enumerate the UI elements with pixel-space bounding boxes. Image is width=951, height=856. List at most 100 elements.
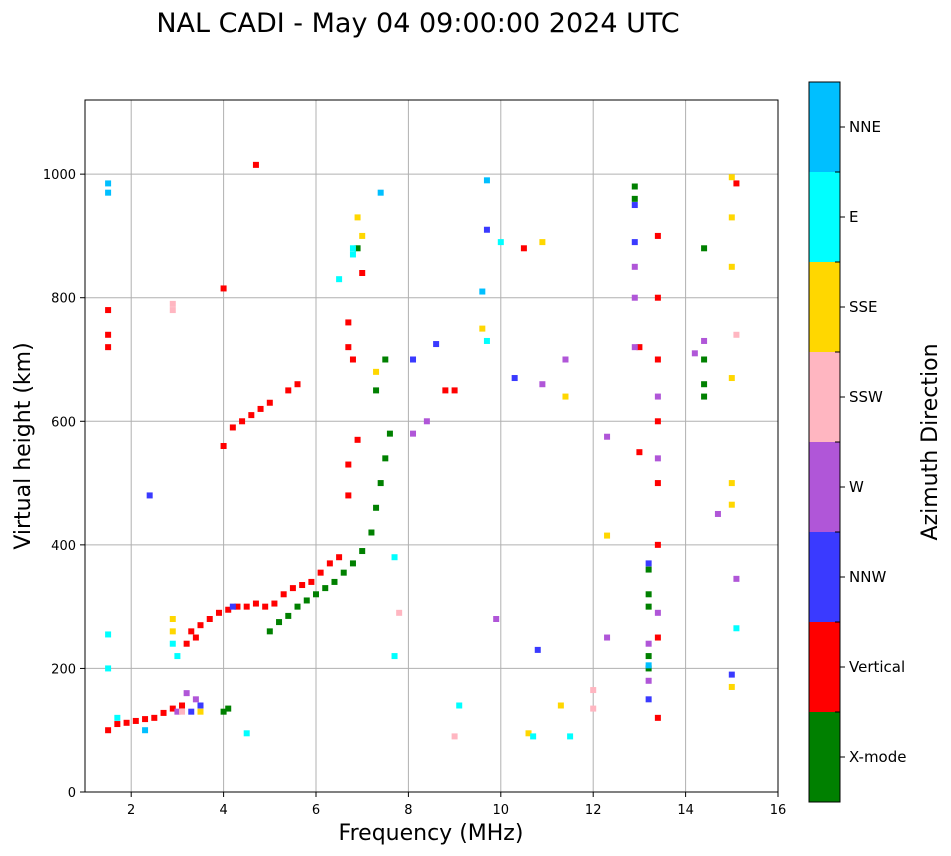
data-point xyxy=(105,631,112,638)
data-point xyxy=(248,412,255,419)
data-point xyxy=(567,733,574,740)
plot-frame xyxy=(84,99,779,793)
data-point xyxy=(294,603,301,610)
data-point xyxy=(604,433,611,440)
data-point xyxy=(215,609,222,616)
data-point xyxy=(728,683,735,690)
data-point xyxy=(160,709,167,716)
data-point xyxy=(252,161,259,168)
data-point xyxy=(654,418,661,425)
data-point xyxy=(631,183,638,190)
data-point xyxy=(728,671,735,678)
data-point xyxy=(645,640,652,647)
colorbar-tick-label: X-mode xyxy=(849,748,906,766)
data-point xyxy=(299,582,306,589)
colorbar-segment xyxy=(809,352,840,442)
data-point xyxy=(423,418,430,425)
data-point xyxy=(534,646,541,653)
x-tick-label: 6 xyxy=(312,803,320,818)
data-point xyxy=(354,245,361,252)
data-point xyxy=(114,721,121,728)
plot-background xyxy=(85,100,778,792)
data-point xyxy=(183,690,190,697)
data-point xyxy=(359,548,366,555)
data-point xyxy=(654,294,661,301)
data-point xyxy=(183,640,190,647)
data-point xyxy=(442,387,449,394)
data-point xyxy=(174,653,181,660)
data-point xyxy=(197,708,204,715)
data-point xyxy=(169,300,176,307)
data-point xyxy=(410,430,417,437)
data-point xyxy=(654,541,661,548)
data-point xyxy=(382,356,389,363)
data-point xyxy=(539,239,546,246)
x-tick-label: 10 xyxy=(493,803,510,818)
data-point xyxy=(410,356,417,363)
data-point xyxy=(220,708,227,715)
data-point xyxy=(192,634,199,641)
colorbar-frame xyxy=(808,81,841,803)
y-tick-label: 600 xyxy=(51,415,76,430)
data-point xyxy=(433,341,440,348)
data-point xyxy=(289,585,296,592)
data-point xyxy=(179,702,186,709)
data-point xyxy=(146,492,153,499)
data-point xyxy=(349,245,356,252)
colorbar-tick-label: Vertical xyxy=(849,658,905,676)
colorbar-segment xyxy=(809,622,840,712)
x-tick-label: 4 xyxy=(219,803,227,818)
data-point xyxy=(169,616,176,622)
x-axis-label: Frequency (MHz) xyxy=(339,821,524,846)
x-tick-label: 16 xyxy=(770,803,787,818)
data-point xyxy=(142,727,149,734)
data-point xyxy=(483,177,490,184)
data-point xyxy=(654,455,661,462)
y-tick-label: 400 xyxy=(51,539,76,554)
data-point xyxy=(391,554,398,561)
data-point xyxy=(257,405,264,412)
data-point xyxy=(105,189,112,196)
data-point xyxy=(169,307,176,314)
data-point xyxy=(303,597,310,604)
data-point xyxy=(701,393,708,400)
data-point xyxy=(308,578,315,585)
data-point xyxy=(229,603,236,610)
data-point xyxy=(225,606,232,613)
data-point xyxy=(285,612,292,619)
data-point xyxy=(220,285,227,292)
data-point xyxy=(368,529,375,536)
data-point xyxy=(604,634,611,641)
data-point xyxy=(345,492,352,499)
data-point xyxy=(391,653,398,660)
data-point xyxy=(728,480,735,487)
data-point xyxy=(336,276,343,283)
colorbar-tick-label: SSE xyxy=(849,298,878,316)
data-point xyxy=(654,714,661,721)
data-point xyxy=(645,665,652,672)
data-point xyxy=(132,717,139,724)
data-point xyxy=(243,730,250,737)
colorbar: X-mode Vertical NNW W SSW SSE E NNE xyxy=(808,81,906,803)
data-point xyxy=(266,399,273,406)
data-point xyxy=(451,387,458,394)
data-point xyxy=(483,226,490,233)
data-point xyxy=(645,591,652,598)
colorbar-segment xyxy=(809,442,840,532)
data-point xyxy=(294,381,301,388)
data-point xyxy=(114,714,121,721)
data-point xyxy=(179,708,186,715)
data-point xyxy=(511,375,518,382)
data-point xyxy=(192,696,199,703)
data-point xyxy=(382,455,389,462)
colorbar-tick-label: NNW xyxy=(849,568,886,586)
data-point xyxy=(645,653,652,660)
colorbar-tick-label: W xyxy=(849,478,864,496)
series-sse xyxy=(169,174,735,737)
data-point xyxy=(728,375,735,382)
data-point xyxy=(456,702,463,709)
y-tick-label: 1000 xyxy=(43,168,76,183)
x-tick-label: 2 xyxy=(127,803,135,818)
data-point xyxy=(188,628,195,635)
data-point xyxy=(691,350,698,357)
